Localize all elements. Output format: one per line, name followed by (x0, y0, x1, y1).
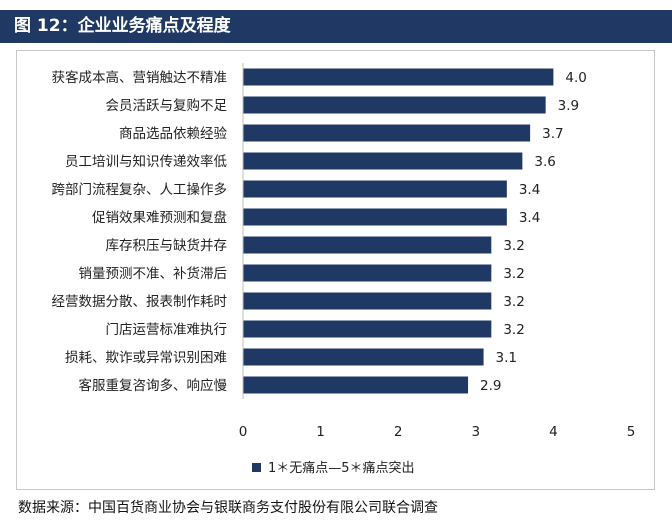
bar (243, 348, 484, 366)
bar (243, 264, 492, 282)
category-label: 商品选品依赖经验 (119, 126, 227, 142)
category-label: 会员活跃与复购不足 (106, 97, 228, 114)
bar (243, 236, 492, 254)
bar (243, 320, 492, 338)
category-label: 跨部门流程复杂、人工操作多 (52, 181, 228, 198)
bar (243, 96, 546, 114)
category-label: 经营数据分散、报表制作耗时 (52, 294, 228, 310)
data-label: 3.4 (519, 182, 540, 198)
bar (243, 68, 554, 86)
legend-label: 1＊无痛点—5＊痛点突出 (268, 460, 415, 476)
page-title: 图 12：企业业务痛点及程度 (0, 10, 672, 43)
category-label: 员工培训与知识传递效率低 (65, 153, 227, 170)
data-label: 3.2 (503, 294, 524, 310)
bar (243, 208, 507, 226)
x-tick-label: 1 (316, 424, 325, 440)
x-tick-label: 3 (472, 424, 481, 440)
data-label: 2.9 (480, 378, 501, 394)
x-tick-label: 4 (549, 424, 558, 440)
data-label: 3.2 (503, 322, 524, 338)
category-label: 销量预测不准、补货滞后 (79, 265, 228, 282)
x-tick-label: 0 (239, 424, 248, 440)
source-note: 数据来源：中国百货商业协会与银联商务支付股份有限公司联合调查 (18, 500, 438, 516)
data-label: 4.0 (565, 70, 586, 86)
bar (243, 292, 492, 310)
bar (243, 180, 507, 198)
legend-swatch (252, 463, 261, 472)
category-label: 门店运营标准难执行 (106, 322, 228, 338)
category-label: 库存积压与缺货并存 (106, 237, 228, 254)
category-label: 客服重复咨询多、响应慢 (79, 377, 228, 394)
data-label: 3.2 (503, 266, 524, 282)
x-tick-label: 5 (627, 424, 636, 440)
x-tick-label: 2 (394, 424, 403, 440)
bar (243, 124, 531, 142)
data-label: 3.6 (534, 154, 555, 170)
category-label: 获客成本高、营销触达不精准 (52, 69, 228, 86)
category-label: 损耗、欺诈或异常识别困难 (65, 350, 227, 366)
data-label: 3.4 (519, 210, 540, 226)
data-label: 3.2 (503, 238, 524, 254)
category-label: 促销效果难预测和复盘 (92, 209, 227, 226)
chart-frame (16, 50, 655, 490)
data-label: 3.7 (542, 126, 563, 142)
bar (243, 376, 469, 394)
data-label: 3.1 (496, 350, 517, 366)
bar (243, 152, 523, 170)
data-label: 3.9 (558, 98, 579, 114)
